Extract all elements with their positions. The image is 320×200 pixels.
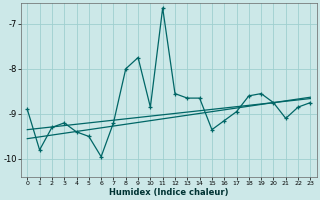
X-axis label: Humidex (Indice chaleur): Humidex (Indice chaleur) bbox=[109, 188, 228, 197]
